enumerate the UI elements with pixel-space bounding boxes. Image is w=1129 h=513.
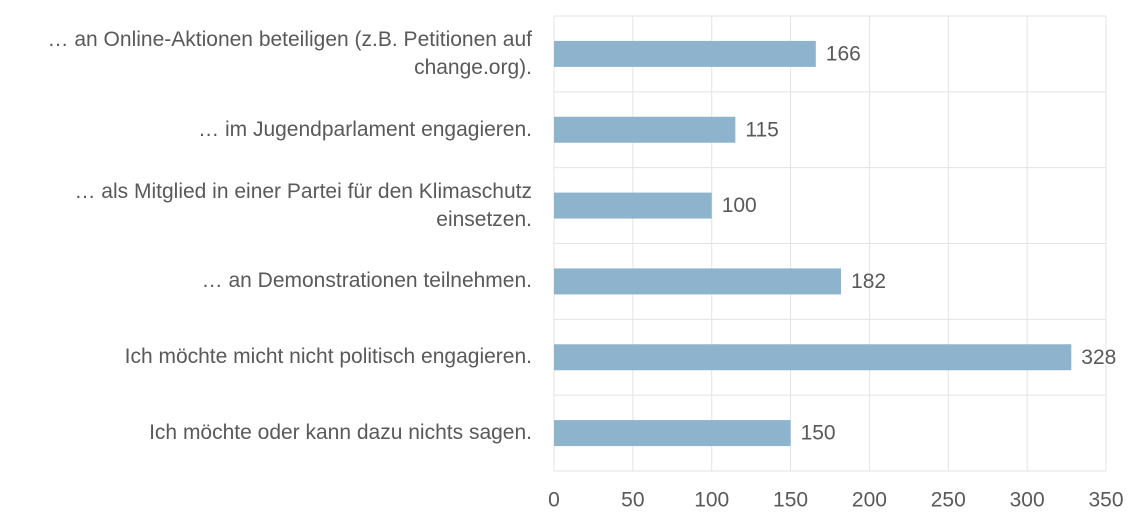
category-label: Ich möchte micht nicht politisch engagie… — [124, 345, 532, 369]
bar — [554, 40, 816, 67]
category-label: … an Demonstrationen teilnehmen. — [201, 269, 532, 293]
x-tick-label: 150 — [773, 489, 808, 512]
x-tick-label: 50 — [621, 489, 644, 512]
bar — [554, 344, 1072, 371]
bar — [554, 116, 736, 143]
x-tick-label: 100 — [694, 489, 729, 512]
value-label: 166 — [826, 42, 861, 65]
bar — [554, 268, 842, 295]
bar — [554, 420, 791, 447]
value-label: 150 — [801, 422, 836, 445]
category-label: Ich möchte oder kann dazu nichts sagen. — [149, 421, 532, 445]
category-label: … im Jugendparlament engagieren. — [198, 117, 532, 141]
value-label: 328 — [1081, 346, 1116, 369]
bar — [554, 192, 712, 219]
value-label: 100 — [722, 194, 757, 217]
value-label: 115 — [745, 118, 778, 141]
x-tick-label: 300 — [1010, 489, 1045, 512]
value-label: 182 — [851, 270, 886, 293]
category-label: … an Online-Aktionen beteiligen (z.B. Pe… — [47, 27, 532, 79]
x-tick-label: 0 — [548, 489, 560, 512]
x-tick-label: 200 — [852, 489, 887, 512]
category-label: … als Mitglied in einer Partei für den K… — [74, 179, 532, 231]
x-tick-label: 350 — [1088, 489, 1123, 512]
x-tick-label: 250 — [931, 489, 966, 512]
